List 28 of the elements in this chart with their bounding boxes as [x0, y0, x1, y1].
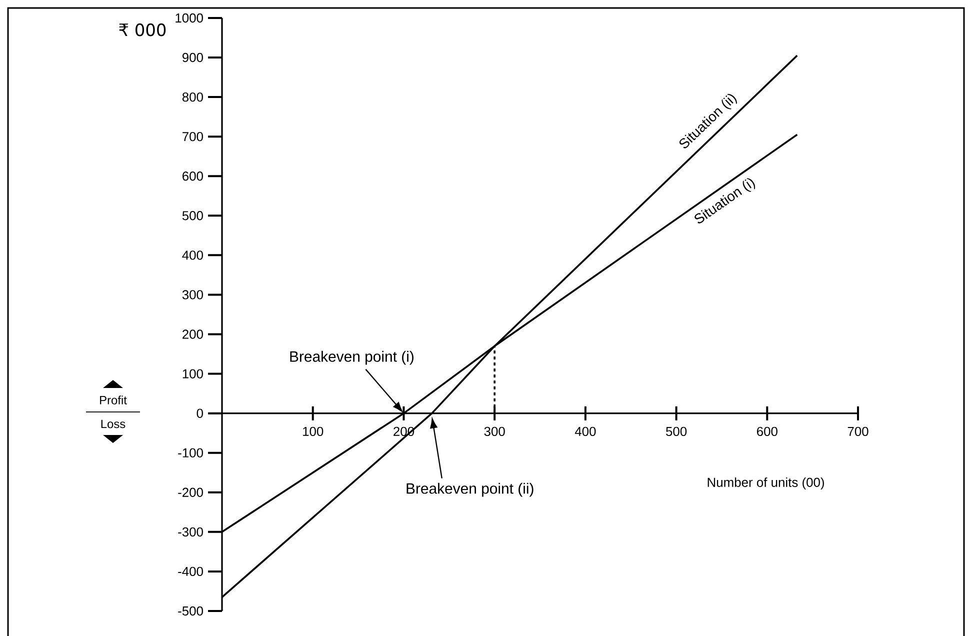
y-tick-label: -200 — [178, 488, 203, 497]
text: Loss — [101, 420, 126, 428]
y-tick-label: 900 — [182, 52, 203, 62]
y-tick-label: -400 — [178, 566, 203, 576]
x-tick-label: 500 — [666, 426, 687, 436]
y-tick-label: 400 — [182, 250, 203, 260]
y-tick-label: 500 — [182, 211, 203, 220]
y-tick-label: 100 — [182, 369, 203, 378]
annotation: Breakeven point (i) — [290, 350, 414, 365]
y-tick-label: 600 — [182, 172, 203, 181]
y-tick-label: 800 — [182, 92, 203, 102]
x-tick-label: 600 — [757, 426, 778, 436]
x-tick-label: 300 — [484, 426, 505, 436]
y-axis-title: ₹ 000 — [119, 23, 166, 36]
y-tick-label: 300 — [182, 290, 203, 300]
y-tick-label: 1000 — [176, 13, 203, 23]
text: Profit — [100, 396, 127, 404]
y-tick-label: 200 — [182, 330, 203, 339]
y-tick-label: 0 — [196, 408, 203, 418]
y-tick-label: -500 — [178, 606, 203, 616]
x-tick-label: 700 — [848, 426, 868, 436]
x-tick-label: 100 — [303, 426, 324, 436]
y-tick-label: -100 — [178, 448, 203, 458]
y-tick-label: 700 — [182, 132, 203, 142]
y-tick-label: -300 — [178, 527, 203, 536]
x-tick-label: 400 — [574, 426, 596, 436]
x-axis-title: Number of units (00) — [708, 477, 824, 490]
annotation: Breakeven point (ii) — [406, 482, 534, 497]
